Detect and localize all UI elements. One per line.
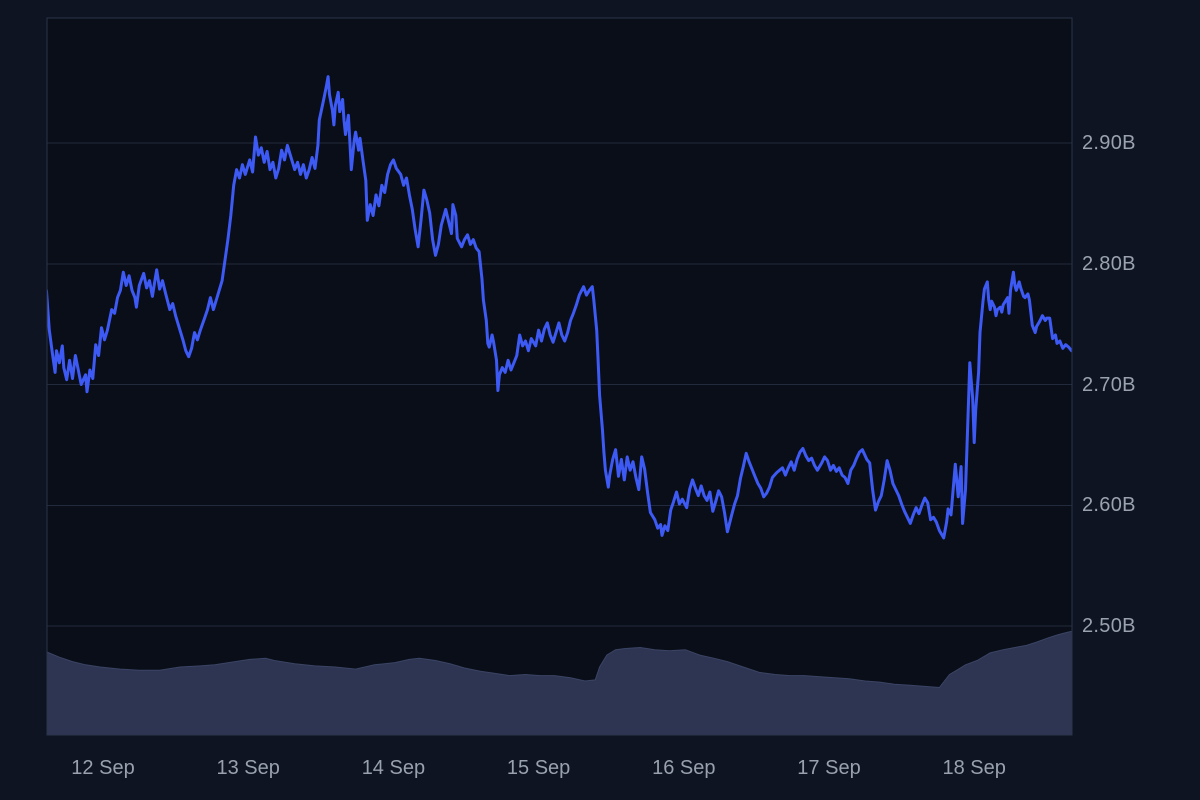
x-axis-label: 13 Sep bbox=[216, 757, 280, 779]
y-axis-label: 2.50B bbox=[1082, 615, 1136, 637]
x-axis-label: 17 Sep bbox=[797, 757, 861, 779]
y-axis-label: 2.90B bbox=[1082, 132, 1136, 154]
market-cap-line bbox=[47, 75, 1072, 540]
x-axis-label: 12 Sep bbox=[71, 757, 135, 779]
x-axis-label: 16 Sep bbox=[652, 757, 716, 779]
y-axis-label: 2.60B bbox=[1082, 494, 1136, 517]
y-axis-label: 2.80B bbox=[1082, 252, 1136, 275]
plot-border bbox=[46, 17, 1073, 736]
y-axis-label: 2.70B bbox=[1082, 373, 1136, 396]
volume-area bbox=[47, 631, 1072, 735]
x-axis-label: 15 Sep bbox=[506, 757, 571, 779]
plot-background bbox=[47, 18, 1072, 735]
x-axis-label: 14 Sep bbox=[361, 757, 426, 779]
volume-area-edge bbox=[47, 630, 1072, 689]
x-axis-label: 18 Sep bbox=[942, 757, 1006, 779]
